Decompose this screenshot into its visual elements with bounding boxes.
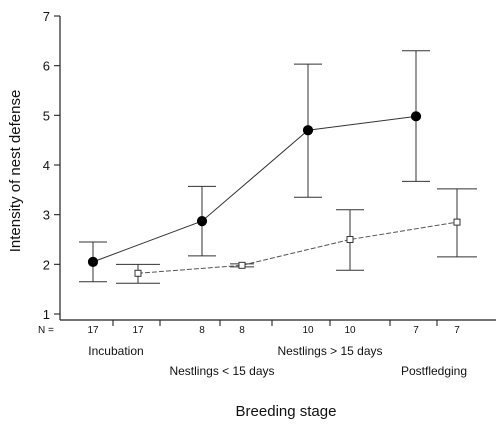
n-prefix: N = [38,325,54,336]
sample-size-label: 17 [132,325,144,336]
stage-label: Nestlings < 15 days [169,364,274,378]
sample-size-label: 10 [302,325,314,336]
sample-size-label: 8 [239,325,245,336]
y-axis-title: Intensity of nest defense [7,90,24,253]
stage-label: Postfledging [401,364,467,378]
y-tick-label: 2 [43,257,50,272]
sample-size-label: 17 [87,325,99,336]
x-axis-title: Breeding stage [236,403,337,420]
series-line-open [137,221,458,274]
data-points [87,111,461,277]
error-bars [79,50,477,284]
y-tick-label: 4 [43,158,50,173]
data-point-open [238,261,246,269]
data-point-filled [196,216,208,227]
sample-size-label: 8 [199,325,205,336]
stage-label: Nestlings > 15 days [277,344,382,358]
sample-size-label: 7 [413,325,419,336]
y-tick-label: 7 [43,9,50,24]
data-point-filled [302,125,314,136]
series-line-filled [92,115,417,263]
data-point-open [346,236,354,243]
data-point-filled [87,256,99,267]
sample-size-row: N = 17 17 8 8 10 10 7 7 [38,325,460,336]
stage-label: Incubation [88,344,143,358]
sample-size-label: 7 [454,325,460,336]
data-point-open [453,218,461,226]
data-point-filled [410,111,422,122]
axes [59,16,496,326]
y-tick-label: 1 [43,307,50,322]
y-tick-label: 5 [43,108,50,123]
y-axis-ticks: 1 2 3 4 5 6 7 [43,9,60,322]
series-lines [92,115,458,274]
sample-size-label: 10 [344,325,356,336]
y-tick-label: 3 [43,208,50,223]
y-tick-label: 6 [43,59,50,74]
data-point-open [134,269,142,277]
